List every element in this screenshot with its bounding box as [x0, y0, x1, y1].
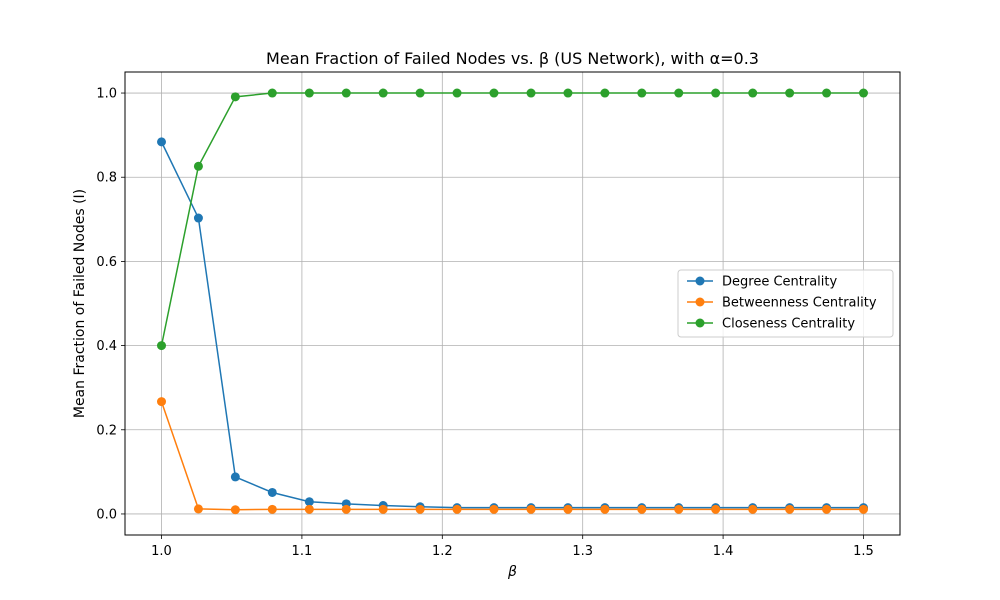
data-point — [267, 88, 277, 98]
series-line — [160, 401, 864, 511]
data-point — [600, 504, 610, 514]
data-point — [341, 504, 351, 514]
data-point — [489, 504, 499, 514]
legend-label: Closeness Centrality — [722, 317, 855, 332]
x-tick-label: 1.3 — [572, 544, 593, 559]
data-point — [822, 88, 832, 98]
data-point — [785, 504, 795, 514]
series-layer — [157, 88, 868, 515]
x-tick-label: 1.2 — [432, 544, 453, 559]
data-point — [637, 504, 647, 514]
legend-item: Closeness Centrality — [687, 317, 855, 332]
grid — [125, 72, 900, 535]
data-point — [157, 341, 167, 351]
series-line — [160, 141, 864, 509]
x-axis-label: β — [507, 564, 517, 580]
y-tick-label: 0.2 — [96, 423, 117, 438]
y-axis-label: Mean Fraction of Failed Nodes (I) — [72, 189, 88, 418]
y-tick-label: 0.6 — [96, 255, 117, 270]
data-point — [304, 497, 314, 507]
legend-marker — [695, 276, 705, 286]
y-tick-label: 0.8 — [96, 171, 117, 186]
legend-item: Betweenness Centrality — [687, 296, 877, 311]
data-point — [674, 88, 684, 98]
data-point — [748, 504, 758, 514]
data-point — [157, 397, 167, 407]
data-point — [378, 504, 388, 514]
data-point — [526, 88, 536, 98]
data-point — [193, 161, 203, 171]
data-point — [674, 504, 684, 514]
data-point — [822, 504, 832, 514]
data-point — [711, 504, 721, 514]
data-point — [304, 88, 314, 98]
data-point — [378, 88, 388, 98]
y-tick-label: 0.4 — [96, 339, 117, 354]
data-point — [452, 88, 462, 98]
data-point — [711, 88, 721, 98]
data-point — [267, 487, 277, 497]
data-point — [193, 213, 203, 223]
data-point — [193, 504, 203, 514]
data-point — [600, 88, 610, 98]
x-tick-label: 1.0 — [151, 544, 172, 559]
legend-label: Betweenness Centrality — [722, 296, 877, 311]
data-point — [563, 504, 573, 514]
data-point — [415, 88, 425, 98]
data-point — [452, 504, 462, 514]
data-point — [526, 504, 536, 514]
series-closeness-centrality — [157, 88, 868, 351]
data-point — [157, 137, 167, 147]
data-point — [858, 88, 868, 98]
legend: Degree Centrality Betweenness Centrality C… — [677, 269, 894, 338]
data-point — [563, 88, 573, 98]
legend-marker — [695, 297, 705, 307]
x-tick-label: 1.5 — [853, 544, 874, 559]
data-point — [267, 504, 277, 514]
series-line — [160, 92, 864, 346]
data-point — [230, 472, 240, 482]
x-axis: 1.0 1.1 1.2 1.3 1.4 1.5 — [151, 535, 874, 559]
x-tick-label: 1.1 — [292, 544, 313, 559]
data-point — [415, 504, 425, 514]
data-point — [858, 504, 868, 514]
data-point — [304, 504, 314, 514]
legend-label: Degree Centrality — [722, 275, 837, 290]
series-betweenness-centrality — [157, 397, 868, 515]
y-axis: 0.0 0.2 0.4 0.6 0.8 1.0 — [96, 87, 125, 522]
chart-title: Mean Fraction of Failed Nodes vs. β (US … — [266, 49, 759, 68]
plot-frame — [124, 71, 901, 536]
legend-box — [677, 269, 894, 338]
y-tick-label: 1.0 — [96, 87, 117, 102]
data-point — [785, 88, 795, 98]
data-point — [637, 88, 647, 98]
legend-marker — [695, 318, 705, 328]
legend-item: Degree Centrality — [687, 275, 837, 290]
data-point — [748, 88, 758, 98]
data-point — [341, 88, 351, 98]
x-tick-label: 1.4 — [713, 544, 734, 559]
data-point — [230, 505, 240, 515]
data-point — [489, 88, 499, 98]
y-tick-label: 0.0 — [96, 507, 117, 522]
data-point — [230, 92, 240, 102]
